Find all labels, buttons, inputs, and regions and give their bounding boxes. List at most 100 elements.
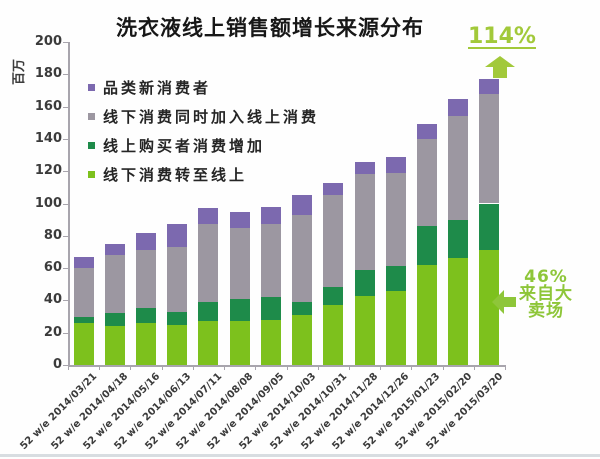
y-tick-label: 200 [34,34,62,49]
bar-segment-线下消费转至线上 [73,323,94,365]
y-tick-mark [63,235,68,237]
y-tick-mark [63,42,68,43]
bar-segment-线上购买者消费增加 [479,203,500,251]
hypermarket-callout-line3: 卖场 [528,301,564,321]
bar-segment-品类新消费者 [354,161,375,175]
hypermarket-callout-value: 46% [524,267,568,287]
legend-label: 线下消费转至线上 [103,165,248,184]
y-tick-label: 160 [34,98,62,114]
bar-segment-品类新消费者 [416,124,437,139]
bar-segment-线下消费同时加入线上消费 [229,227,250,299]
y-tick-label: 80 [43,227,62,243]
x-tick-mark [99,366,101,370]
legend-label: 品类新消费者 [103,78,212,97]
x-tick-mark [348,366,350,370]
bar-segment-品类新消费者 [385,156,406,173]
bar-segment-线上购买者消费增加 [73,316,94,323]
y-tick-label: 140 [34,130,62,146]
y-tick-mark [63,300,68,302]
bar-segment-线上购买者消费增加 [260,297,281,320]
legend-label: 线上购买者消费增加 [103,136,266,155]
y-tick-label: 100 [34,195,62,211]
bar-segment-线上购买者消费增加 [167,311,188,325]
legend-swatch-icon [88,83,95,91]
bar-segment-线下消费转至线上 [167,324,188,365]
y-tick-label: 60 [43,260,62,276]
bar-segment-线下消费转至线上 [448,258,469,365]
legend-item: 品类新消费者 [88,79,319,97]
bar-segment-线上购买者消费增加 [292,302,313,315]
growth-callout-value: 114% [468,24,536,49]
y-tick-mark [63,138,68,140]
bar-segment-线上购买者消费增加 [198,302,219,322]
bar-segment-线下消费转至线上 [136,323,157,365]
bar-segment-线下消费转至线上 [479,250,500,365]
x-tick-mark [192,366,194,370]
bar-segment-线下消费转至线上 [198,321,219,365]
x-tick-mark [161,366,163,370]
legend: 品类新消费者线下消费同时加入线上消费 线上购买者消费增加 线下消费转至线上 [88,79,319,196]
bar-segment-线上购买者消费增加 [416,226,437,265]
bar-segment-线下消费转至线上 [104,326,125,365]
bar-segment-线下消费转至线上 [260,319,281,365]
legend-swatch-icon [88,141,95,149]
bar-segment-线上购买者消费增加 [385,266,406,291]
bar-segment-线下消费同时加入线上消费 [198,224,219,302]
legend-swatch-icon [88,170,95,178]
y-tick-label: 0 [52,357,62,372]
x-tick-mark [255,366,257,370]
up-arrow-icon [485,56,515,78]
bottom-divider [0,454,600,457]
bar-segment-品类新消费者 [229,211,250,228]
bar-segment-线下消费转至线上 [229,321,250,365]
x-tick-mark [224,366,226,370]
y-tick-mark [63,106,68,108]
bar-segment-线上购买者消费增加 [104,313,125,327]
bar-segment-线下消费转至线上 [292,314,313,365]
y-tick-label: 120 [34,163,62,179]
x-tick-mark [286,366,288,370]
bar-segment-品类新消费者 [167,224,188,248]
bar-segment-线下消费同时加入线上消费 [416,138,437,227]
y-tick-label: 180 [34,66,62,82]
bar-segment-线下消费同时加入线上消费 [385,172,406,267]
bar-segment-线下消费同时加入线上消费 [104,255,125,314]
hypermarket-callout: 46% 来自大 卖场 [510,269,582,320]
chart-title: 洗衣液线上销售额增长来源分布 [116,16,424,40]
bar-segment-线下消费同时加入线上消费 [323,195,344,288]
left-arrow-icon [492,290,516,314]
bar-segment-品类新消费者 [292,195,313,215]
x-tick-mark [411,366,413,370]
y-tick-mark [63,203,68,205]
x-tick-mark [68,366,69,370]
bar-segment-品类新消费者 [260,206,281,225]
bar-segment-品类新消费者 [479,79,500,94]
bar-segment-线下消费同时加入线上消费 [167,247,188,312]
legend-swatch-icon [88,112,95,120]
bar-segment-品类新消费者 [448,98,469,117]
bar-segment-线上购买者消费增加 [136,308,157,323]
bar-segment-品类新消费者 [323,182,344,196]
bar-segment-品类新消费者 [104,243,125,256]
bar-segment-线下消费同时加入线上消费 [354,174,375,270]
bar-segment-线下消费转至线上 [385,290,406,365]
y-tick-mark [63,268,68,270]
y-tick-label: 40 [43,292,62,308]
legend-item: 线下消费同时加入线上消费 [88,108,319,126]
bar-segment-线上购买者消费增加 [229,298,250,322]
x-tick-mark [380,366,382,370]
x-tick-mark [317,366,319,370]
bar-segment-线下消费同时加入线上消费 [136,250,157,309]
bar-segment-线下消费转至线上 [354,295,375,365]
legend-label: 线下消费同时加入线上消费 [103,107,320,126]
x-tick-mark [473,366,475,370]
bar-segment-线上购买者消费增加 [354,269,375,296]
bar-segment-品类新消费者 [73,256,94,269]
bar-segment-线下消费同时加入线上消费 [260,224,281,298]
y-tick-mark [63,171,68,173]
y-axis-line [68,42,70,365]
y-tick-mark [63,74,68,76]
bar-segment-线上购买者消费增加 [448,219,469,259]
bar-segment-线上购买者消费增加 [323,287,344,306]
